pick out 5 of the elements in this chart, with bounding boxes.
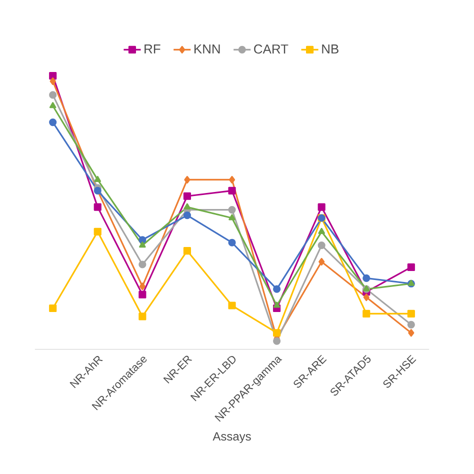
legend-label: RF — [144, 44, 160, 54]
legend-label: CART — [254, 44, 288, 54]
x-axis-title: Assays — [212, 432, 251, 443]
legend-label: NB — [322, 44, 338, 54]
legend-label: KNN — [194, 44, 220, 54]
